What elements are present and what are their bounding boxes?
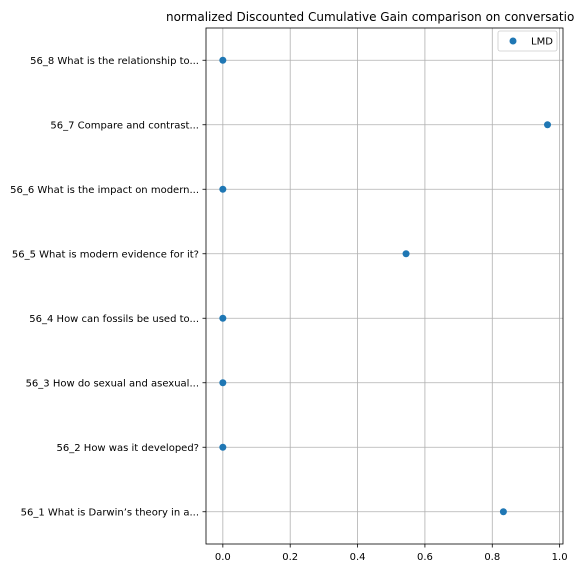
data-point bbox=[544, 121, 552, 129]
axes-layer bbox=[205, 27, 564, 545]
legend: LMD bbox=[497, 30, 558, 52]
x-tick-label: 0.0 bbox=[215, 552, 231, 563]
y-tick-label: 56_7 Compare and contrast... bbox=[50, 120, 199, 131]
data-point bbox=[219, 314, 227, 322]
y-tick-label: 56_5 What is modern evidence for it? bbox=[12, 249, 199, 260]
plot-frame bbox=[205, 27, 564, 545]
legend-box bbox=[497, 30, 558, 52]
legend-label: LMD bbox=[531, 37, 553, 48]
ticks-layer: 0.0 0.2 0.4 0.6 0.8 1.0 56_1 What is Darwin’s … bbox=[10, 56, 567, 563]
y-tick-label: 56_2 How was it developed? bbox=[57, 443, 199, 454]
grid-layer bbox=[206, 28, 563, 544]
y-tick-label: 56_4 How can fossils be used to... bbox=[29, 314, 199, 325]
data-point bbox=[219, 443, 227, 451]
data-point bbox=[219, 379, 227, 387]
chart-title: normalized Discounted Cumulative Gain co… bbox=[166, 10, 574, 24]
legend-marker bbox=[509, 37, 517, 45]
y-tick-label: 56_6 What is the impact on modern... bbox=[10, 185, 199, 196]
data-point bbox=[219, 185, 227, 193]
y-tick-label: 56_8 What is the relationship to... bbox=[30, 56, 199, 67]
x-tick-label: 0.8 bbox=[484, 552, 500, 563]
x-tick-label: 0.4 bbox=[350, 552, 366, 563]
x-tick-label: 1.0 bbox=[552, 552, 568, 563]
data-point bbox=[402, 250, 410, 258]
y-tick-label: 56_1 What is Darwin’s theory in a... bbox=[21, 507, 199, 518]
points-layer bbox=[219, 56, 552, 516]
x-tick-label: 0.2 bbox=[282, 552, 298, 563]
x-tick-label: 0.6 bbox=[417, 552, 433, 563]
data-point bbox=[499, 508, 507, 516]
y-tick-label: 56_3 How do sexual and asexual... bbox=[26, 378, 199, 389]
data-point bbox=[219, 56, 227, 64]
